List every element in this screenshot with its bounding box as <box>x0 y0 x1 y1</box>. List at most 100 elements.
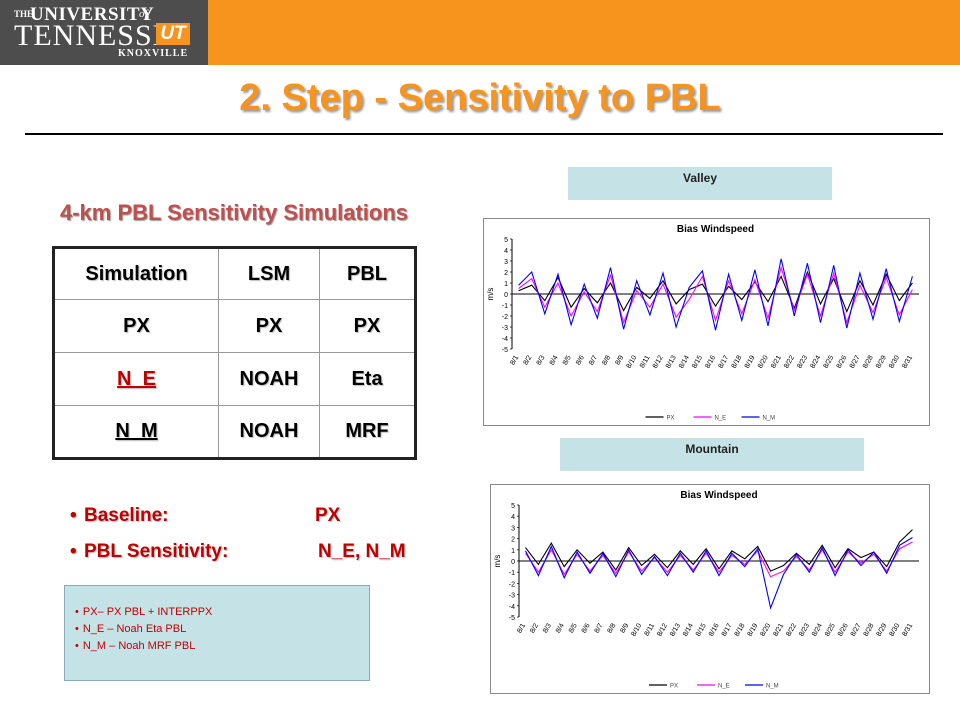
x-tick-label: 8/4 <box>549 354 560 366</box>
list-item: • PX– PX PBL + INTERPPX <box>75 604 369 621</box>
note-text: PX– PX PBL + INTERPPX <box>82 606 213 618</box>
chart-title: Bias Windspeed <box>677 224 754 235</box>
x-tick-label: 8/14 <box>678 354 691 369</box>
x-tick-label: 8/22 <box>783 354 796 369</box>
x-tick-label: 8/11 <box>639 354 652 369</box>
y-tick-label: 4 <box>511 514 515 521</box>
table-cell: NOAH <box>218 352 320 406</box>
x-tick-label: 8/1 <box>509 354 520 366</box>
x-tick-label: 8/3 <box>542 622 553 634</box>
simulation-table: Simulation LSM PBL PX PX PX N_E NOAH Eta… <box>52 246 417 460</box>
table-cell: N_M <box>53 405 219 459</box>
series-line-px <box>518 270 913 314</box>
y-tick-label: -5 <box>502 347 508 354</box>
legend-entry: N_E <box>715 416 727 422</box>
x-tick-label: 8/15 <box>695 622 708 637</box>
x-tick-label: 8/18 <box>734 622 747 637</box>
y-tick-label: 1 <box>504 281 508 288</box>
bullet-dot-icon: • <box>70 541 77 562</box>
y-tick-label: 1 <box>511 548 515 555</box>
mountain-chart-frame: Bias Windspeed m/s 5 4 3 2 1 0 -1 -2 -3 -4 -5 8/1 8/2 8… <box>490 484 930 694</box>
y-tick-label: -5 <box>509 615 515 622</box>
x-tick-label: 8/23 <box>798 622 811 637</box>
x-tick-label: 8/28 <box>862 354 875 369</box>
bullet-label: PBL Sensitivity: <box>84 541 229 562</box>
table-row: N_E NOAH Eta <box>53 352 416 406</box>
table-cell: NOAH <box>218 405 320 459</box>
x-tick-label: 8/26 <box>837 622 850 637</box>
x-tick-label: 8/30 <box>889 622 902 637</box>
x-tick-label: 8/18 <box>731 354 744 369</box>
y-tick-label: -2 <box>502 314 508 321</box>
x-tick-label: 8/5 <box>568 622 579 634</box>
x-tick-label: 8/9 <box>614 354 625 366</box>
bullet-dot-icon: • <box>70 505 77 526</box>
note-text: N_M – Noah MRF PBL <box>82 640 196 652</box>
y-tick-label: -3 <box>509 593 515 600</box>
y-tick-label: -1 <box>509 570 515 577</box>
x-tick-label: 8/25 <box>823 354 836 369</box>
series-line-px <box>525 529 913 572</box>
y-tick-label: -3 <box>502 325 508 332</box>
x-tick-label: 8/22 <box>785 622 798 637</box>
x-tick-label: 8/16 <box>704 354 717 369</box>
y-axis-label: m/s <box>486 288 495 301</box>
x-tick-label: 8/20 <box>759 622 772 637</box>
x-tick-label: 8/21 <box>770 354 783 369</box>
y-tick-label: 0 <box>504 292 508 299</box>
y-tick-label: 2 <box>504 270 508 277</box>
x-tick-label: 8/8 <box>607 622 618 634</box>
x-tick-label: 8/1 <box>516 622 527 634</box>
legend-entry: N_E <box>718 684 730 690</box>
legend-entry: N_M <box>763 416 776 422</box>
chart-title: Bias Windspeed <box>680 490 757 501</box>
x-tick-label: 8/6 <box>575 354 586 366</box>
x-tick-label: 8/31 <box>901 354 914 369</box>
x-tick-label: 8/8 <box>601 354 612 366</box>
y-tick-label: -4 <box>509 604 515 611</box>
table-row: N_M NOAH MRF <box>53 405 416 459</box>
series-line-n-e <box>518 265 913 325</box>
logo-of-text: of <box>139 8 148 20</box>
title-divider <box>25 133 943 135</box>
x-tick-label: 8/15 <box>691 354 704 369</box>
header-cell-lsm: LSM <box>218 247 320 300</box>
x-tick-label: 8/14 <box>682 622 695 637</box>
x-tick-label: 8/10 <box>626 354 639 369</box>
list-item: • N_M – Noah MRF PBL <box>75 638 369 655</box>
x-tick-label: 8/4 <box>555 622 566 634</box>
bullet-dot-icon: • <box>75 606 79 618</box>
logo-the-text: THE <box>14 9 34 19</box>
x-tick-label: 8/12 <box>656 622 669 637</box>
x-tick-label: 8/7 <box>594 622 605 634</box>
x-tick-label: 8/27 <box>849 354 862 369</box>
table-cell: Eta <box>319 352 416 406</box>
logo-knoxville-text: KNOXVILLE <box>118 48 189 59</box>
x-tick-label: 8/27 <box>850 622 863 637</box>
table-row: PX PX PX <box>53 299 416 353</box>
x-tick-label: 8/13 <box>665 354 678 369</box>
bullet-value: PX <box>315 505 341 526</box>
legend-entry: PX <box>670 684 678 690</box>
x-tick-label: 8/28 <box>863 622 876 637</box>
y-tick-label: 4 <box>504 248 508 255</box>
valley-chart-frame: Bias Windspeed m/s 5 4 3 2 1 0 -1 -2 -3 -4 -5 8/1 8/2 8… <box>483 218 930 426</box>
x-tick-label: 8/29 <box>875 354 888 369</box>
x-tick-label: 8/13 <box>669 622 682 637</box>
section-subtitle: 4-km PBL Sensitivity Simulations <box>60 200 409 225</box>
mountain-label: Mountain <box>560 438 864 471</box>
valley-label: Valley <box>568 167 832 200</box>
y-tick-label: 3 <box>511 525 515 532</box>
table-header-row: Simulation LSM PBL <box>53 247 416 300</box>
y-tick-label: -1 <box>502 303 508 310</box>
definitions-box: • PX– PX PBL + INTERPPX • N_E – Noah Eta P… <box>64 585 370 681</box>
table-cell: PX <box>319 299 416 353</box>
x-tick-label: 8/31 <box>901 622 914 637</box>
x-tick-label: 8/24 <box>811 622 824 637</box>
x-tick-label: 8/19 <box>744 354 757 369</box>
table-cell: MRF <box>319 405 416 459</box>
x-tick-label: 8/16 <box>708 622 721 637</box>
series-line-n-m <box>525 537 913 610</box>
y-tick-label: 5 <box>504 237 508 244</box>
